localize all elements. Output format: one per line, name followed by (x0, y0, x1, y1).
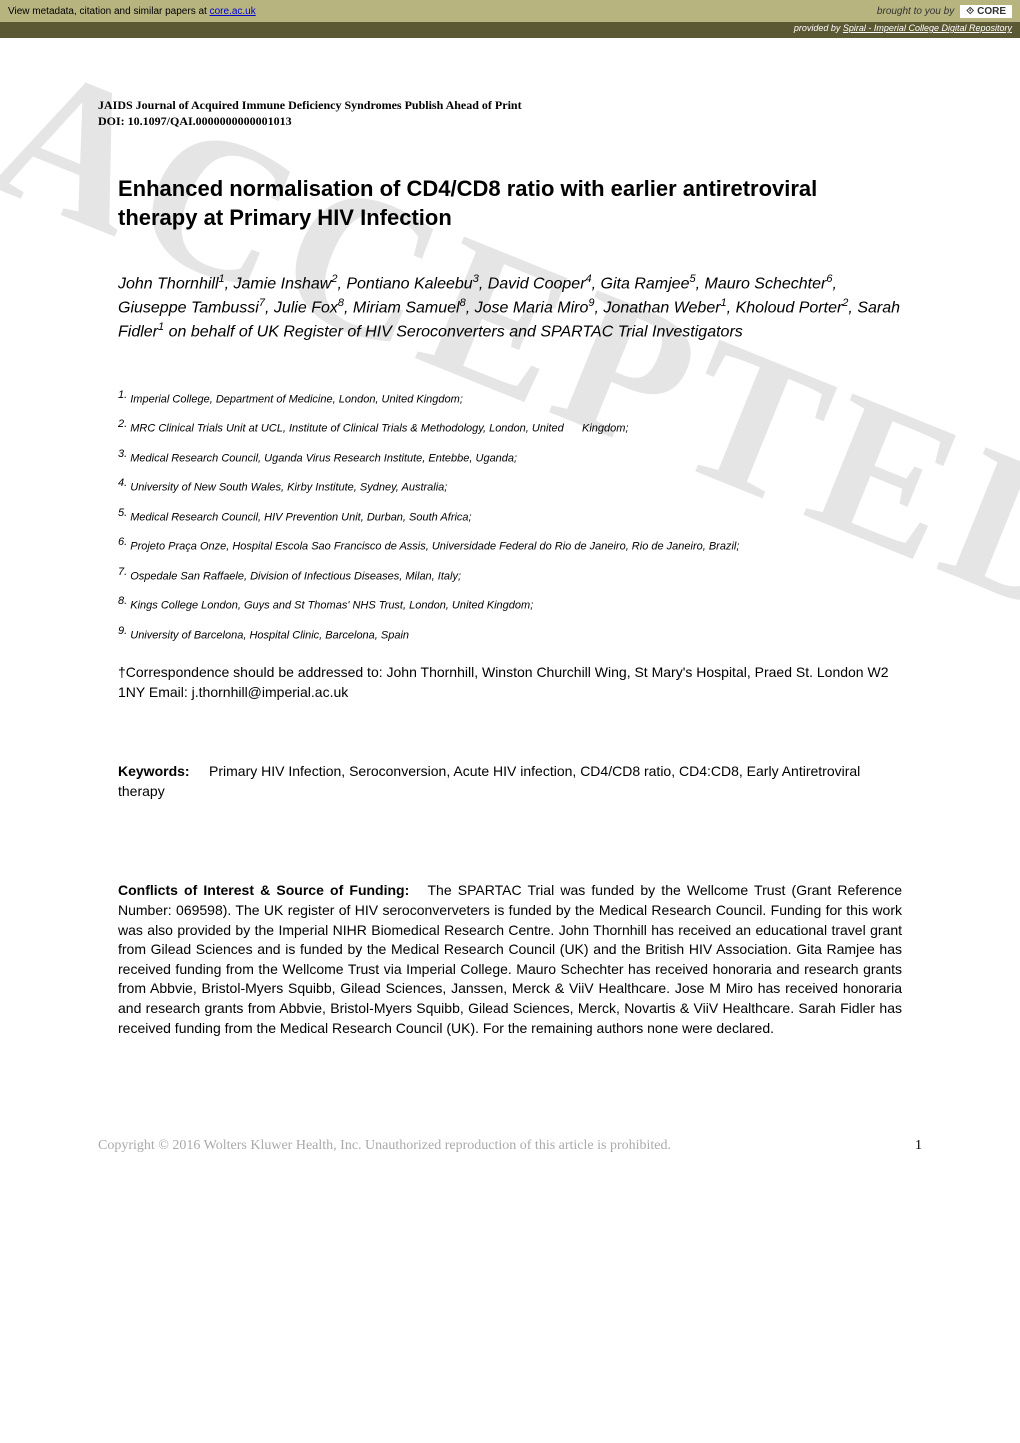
affiliation-item: 4. University of New South Wales, Kirby … (118, 476, 902, 496)
page-content: ACCEPTED JAIDS Journal of Acquired Immun… (0, 38, 1020, 1078)
core-label: CORE (977, 6, 1006, 17)
provided-by-prefix: provided by (794, 23, 843, 33)
journal-info: JAIDS Journal of Acquired Immune Deficie… (98, 98, 922, 129)
conflicts-label: Conflicts of Interest & Source of Fundin… (118, 882, 409, 898)
keywords-text: Primary HIV Infection, Seroconversion, A… (118, 763, 860, 799)
repository-link[interactable]: Spiral - Imperial College Digital Reposi… (843, 23, 1012, 33)
conflicts-text: The SPARTAC Trial was funded by the Well… (118, 882, 902, 1035)
core-topbar: View metadata, citation and similar pape… (0, 0, 1020, 22)
affiliation-item: 7. Ospedale San Raffaele, Division of In… (118, 565, 902, 585)
journal-name: JAIDS Journal of Acquired Immune Deficie… (98, 98, 922, 114)
brought-by-text: brought to you by (877, 6, 954, 17)
page-number: 1 (915, 1138, 922, 1154)
conflicts-section: Conflicts of Interest & Source of Fundin… (98, 881, 922, 1038)
affiliation-item: 8. Kings College London, Guys and St Tho… (118, 594, 902, 614)
correspondence: †Correspondence should be addressed to: … (98, 663, 922, 702)
core-icon: ⟐ (966, 6, 974, 17)
affiliation-item: 2. MRC Clinical Trials Unit at UCL, Inst… (118, 417, 902, 437)
core-badge[interactable]: ⟐ CORE (960, 5, 1012, 18)
affiliation-item: 1. Imperial College, Department of Medic… (118, 388, 902, 408)
copyright-text: Copyright © 2016 Wolters Kluwer Health, … (98, 1138, 671, 1154)
provided-by-bar: provided by Spiral - Imperial College Di… (0, 22, 1020, 38)
brought-by-section: brought to you by ⟐ CORE (877, 5, 1012, 18)
metadata-link-text: View metadata, citation and similar pape… (8, 6, 256, 17)
keywords-label: Keywords: (118, 763, 190, 779)
affiliation-item: 5. Medical Research Council, HIV Prevent… (118, 506, 902, 526)
core-link[interactable]: core.ac.uk (210, 6, 256, 17)
affiliations-list: 1. Imperial College, Department of Medic… (98, 388, 922, 644)
affiliation-item: 3. Medical Research Council, Uganda Viru… (118, 447, 902, 467)
metadata-prefix: View metadata, citation and similar pape… (8, 6, 210, 17)
authors-list: John Thornhill1, Jamie Inshaw2, Pontiano… (98, 272, 922, 343)
article-title: Enhanced normalisation of CD4/CD8 ratio … (98, 175, 922, 232)
journal-doi: DOI: 10.1097/QAI.0000000000001013 (98, 114, 922, 130)
affiliation-item: 6. Projeto Praça Onze, Hospital Escola S… (118, 535, 902, 555)
keywords-section: Keywords: Primary HIV Infection, Serocon… (98, 762, 922, 801)
page-footer: Copyright © 2016 Wolters Kluwer Health, … (0, 1138, 1020, 1184)
affiliation-item: 9. University of Barcelona, Hospital Cli… (118, 624, 902, 644)
